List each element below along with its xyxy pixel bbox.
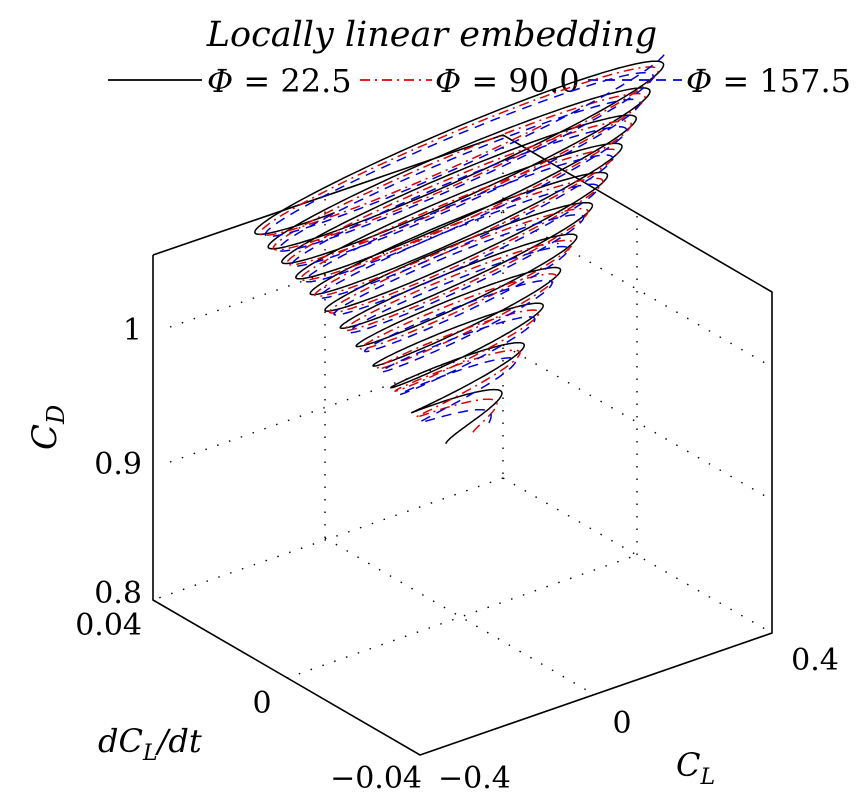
z-tick-label-2: 1 [123, 313, 142, 348]
x-tick-label-0: −0.4 [438, 761, 511, 793]
legend-label-0: Φ = 22.5 [207, 62, 352, 100]
legend-label-2: Φ = 157.5 [686, 62, 851, 100]
series-layer [254, 54, 665, 445]
chart-title: Locally linear embedding [206, 15, 657, 55]
x-tick-label-1: 0 [612, 706, 631, 741]
grid-floor-to-right [502, 477, 773, 634]
box-outline [152, 134, 773, 756]
legend-label-1: Φ = 90.0 [435, 62, 580, 100]
series-line-0 [254, 60, 665, 445]
y-tick-label-0: −0.04 [330, 761, 422, 793]
series-line-2 [264, 54, 665, 424]
y-tick-label-2: 0.04 [75, 608, 142, 643]
legend: Φ = 22.5 Φ = 90.0 Φ = 157.5 [108, 62, 851, 100]
series-line-1 [259, 66, 660, 433]
x-axis-label: CL [676, 746, 715, 790]
grid-floor-to-left [152, 477, 504, 601]
y-tick-label-1: 0 [252, 686, 271, 721]
grid-z-0.9-right [502, 344, 773, 501]
grid-y-0-floor [286, 554, 638, 679]
z-tick-label-1: 0.9 [94, 447, 142, 482]
z-tick-label-0: 0.8 [94, 576, 142, 611]
grid-x-0-floor [324, 537, 596, 696]
axes-box [152, 134, 773, 756]
grid-z-0.9-left [169, 344, 504, 463]
y-axis-label: dCL/dt [98, 722, 202, 766]
x-tick-label-2: 0.4 [791, 643, 839, 678]
z-axis-label: CD [25, 405, 70, 450]
